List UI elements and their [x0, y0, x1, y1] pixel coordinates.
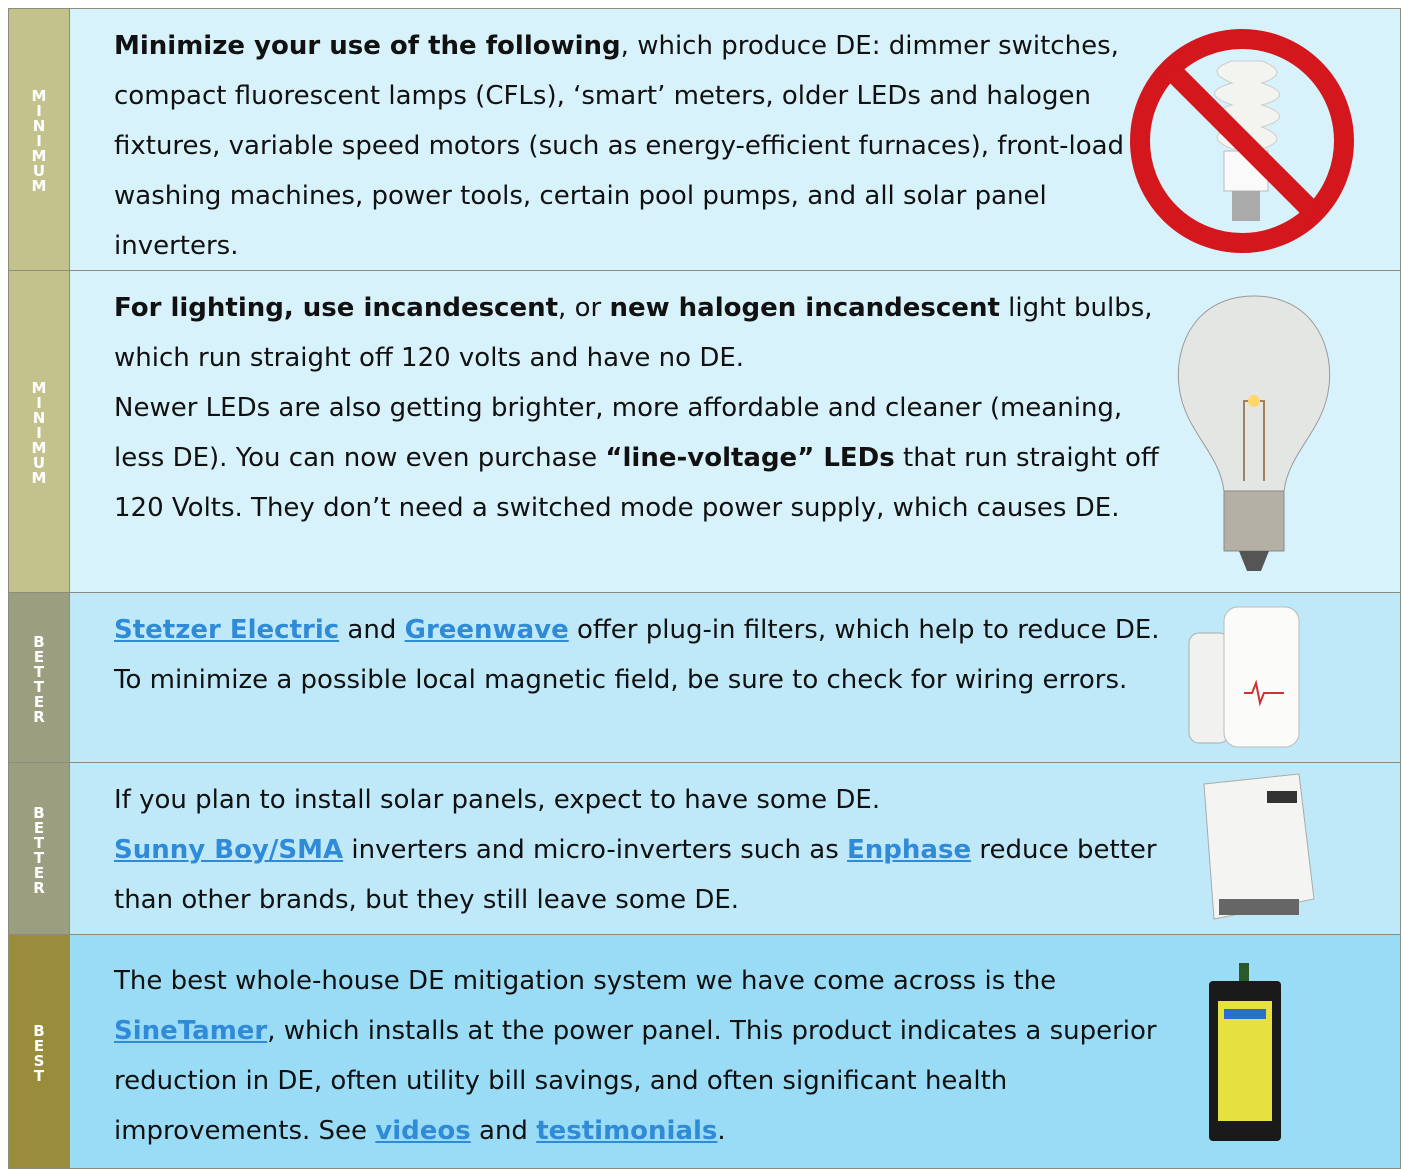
- paragraph: For lighting, use incandescent, or new h…: [114, 283, 1160, 383]
- text: .: [717, 1116, 725, 1146]
- paragraph: Minimize your use of the following, whic…: [114, 21, 1160, 271]
- paragraph: Sunny Boy/SMA inverters and micro-invert…: [114, 825, 1160, 925]
- inverter-icon: [1189, 769, 1329, 929]
- paragraph: If you plan to install solar panels, exp…: [114, 775, 1160, 825]
- page: MINIMUM Minimize your use of the followi…: [0, 0, 1403, 1169]
- bold-text: new halogen incandescent: [609, 293, 999, 323]
- side-label: BEST: [30, 1022, 48, 1082]
- text: and: [471, 1116, 536, 1146]
- text: If you plan to install solar panels, exp…: [114, 785, 880, 815]
- link[interactable]: Greenwave: [405, 615, 569, 645]
- filter-icon: [1169, 603, 1309, 753]
- side-label: BETTER: [30, 633, 48, 723]
- sinetamer-icon: [1204, 963, 1289, 1148]
- row: BETTER If you plan to install solar pane…: [8, 763, 1401, 935]
- side-cell: MINIMUM: [9, 271, 70, 592]
- text: , which produce DE: dimmer switches, com…: [114, 31, 1124, 261]
- bulb-icon: [1169, 291, 1339, 581]
- row: MINIMUM For lighting, use incandescent, …: [8, 271, 1401, 593]
- row: BETTER Stetzer Electric and Greenwave of…: [8, 593, 1401, 763]
- text: The best whole-house DE mitigation syste…: [114, 966, 1056, 996]
- paragraph: The best whole-house DE mitigation syste…: [114, 956, 1160, 1156]
- side-cell: BEST: [9, 935, 70, 1168]
- paragraph: Newer LEDs are also getting brighter, mo…: [114, 383, 1160, 533]
- side-cell: BETTER: [9, 593, 70, 762]
- link[interactable]: testimonials: [536, 1116, 717, 1146]
- side-cell: BETTER: [9, 763, 70, 934]
- table: MINIMUM Minimize your use of the followi…: [8, 8, 1401, 1169]
- bold-text: Minimize your use of the following: [114, 31, 621, 61]
- text: , or: [558, 293, 609, 323]
- row: MINIMUM Minimize your use of the followi…: [8, 8, 1401, 271]
- side-label: MINIMUM: [30, 87, 48, 192]
- link[interactable]: Stetzer Electric: [114, 615, 339, 645]
- side-cell: MINIMUM: [9, 9, 70, 270]
- row-text: The best whole-house DE mitigation syste…: [70, 935, 1400, 1168]
- text: inverters and micro-inverters such as: [343, 835, 847, 865]
- link[interactable]: videos: [375, 1116, 470, 1146]
- side-label: BETTER: [30, 804, 48, 894]
- bold-text: For lighting, use incandescent: [114, 293, 558, 323]
- text: and: [339, 615, 404, 645]
- bold-text: “line-voltage” LEDs: [605, 443, 894, 473]
- link[interactable]: Enphase: [847, 835, 971, 865]
- paragraph: Stetzer Electric and Greenwave offer plu…: [114, 605, 1160, 705]
- link[interactable]: SineTamer: [114, 1016, 267, 1046]
- no-cfl-icon: [1114, 21, 1369, 261]
- link[interactable]: Sunny Boy/SMA: [114, 835, 343, 865]
- row: BEST The best whole-house DE mitigation …: [8, 935, 1401, 1169]
- side-label: MINIMUM: [30, 379, 48, 484]
